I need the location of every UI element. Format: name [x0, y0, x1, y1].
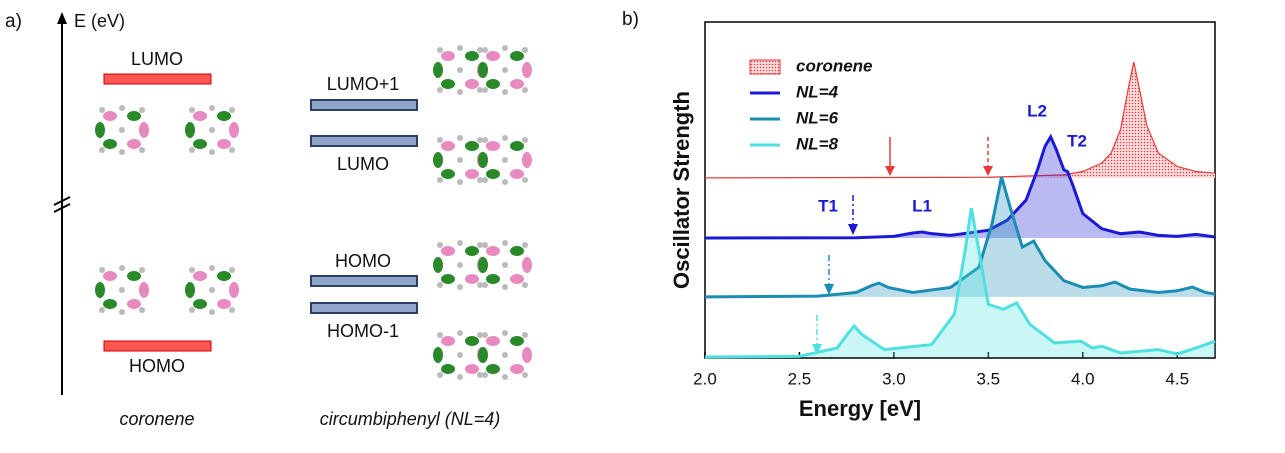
- x-tick-label: 3.0: [882, 369, 906, 388]
- level-label: HOMO: [129, 356, 185, 376]
- series-line: [704, 207, 1216, 359]
- level-label: LUMO: [337, 154, 389, 174]
- arrows: [812, 137, 993, 355]
- annotation: T2: [1067, 131, 1087, 150]
- y-axis-label: Oscillator Strength: [669, 91, 694, 289]
- panel-a: a) E (eV) LUMO HOMO LUMO+1 LUMO HOMO HOM…: [5, 11, 532, 429]
- level-label: HOMO: [335, 251, 391, 271]
- legend-swatch: [749, 59, 781, 75]
- x-tick-label: 4.0: [1071, 369, 1095, 388]
- caption: circumbiphenyl (NL=4): [320, 409, 501, 429]
- caption: coronene: [119, 409, 194, 429]
- level-bar: [103, 340, 212, 352]
- series-line: [704, 133, 1216, 240]
- x-tick-label: 2.5: [788, 369, 812, 388]
- level-bar: [103, 73, 212, 85]
- legend-label: NL=6: [796, 108, 839, 127]
- annotation: L1: [912, 196, 932, 215]
- series-line: [704, 176, 1216, 299]
- plot-frame: [704, 21, 1216, 359]
- axis-arrow: [57, 12, 67, 24]
- x-tick-label: 3.5: [977, 369, 1001, 388]
- panel-label: b): [622, 9, 639, 30]
- legend-label: NL=4: [796, 82, 839, 101]
- area-fill: [705, 61, 1215, 178]
- legend-label: coronene: [796, 56, 873, 75]
- series-line: [704, 61, 1216, 179]
- x-tick-label: 4.5: [1165, 369, 1189, 388]
- axis-break: [53, 196, 71, 213]
- legend-label: NL=8: [796, 134, 839, 153]
- orbital-images: [95, 45, 532, 380]
- level-bars: [310, 99, 418, 314]
- x-axis-label: Energy [eV]: [799, 396, 921, 421]
- level-label: LUMO: [131, 49, 183, 69]
- panel-label: a): [5, 11, 22, 32]
- annotation: T1: [818, 196, 838, 215]
- level-label: HOMO-1: [327, 321, 399, 341]
- annotation: L2: [1027, 101, 1047, 120]
- axis-label: E (eV): [74, 11, 125, 31]
- level-label: LUMO+1: [327, 74, 400, 94]
- x-tick-label: 2.0: [693, 369, 717, 388]
